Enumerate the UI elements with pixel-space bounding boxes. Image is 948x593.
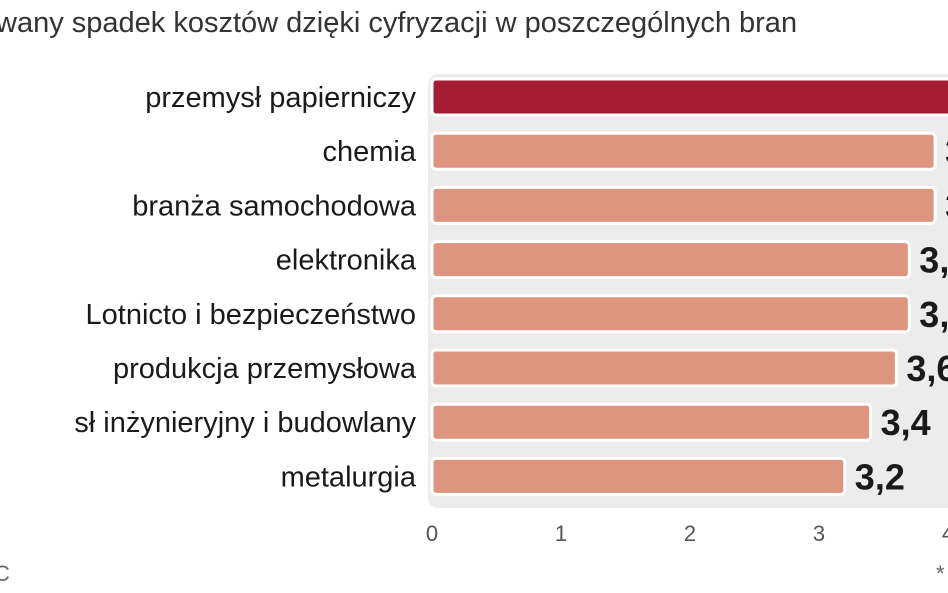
bar bbox=[430, 402, 873, 442]
category-label: Lotnicto i bezpieczeństwo bbox=[86, 299, 416, 331]
value-label: 3 bbox=[945, 131, 948, 172]
value-label: 3 bbox=[945, 185, 948, 226]
bar bbox=[430, 77, 948, 117]
bar bbox=[430, 185, 937, 225]
value-label: 3, bbox=[919, 240, 948, 281]
bar bbox=[430, 456, 847, 496]
category-label: sł inżynieryjny i budowlany bbox=[74, 407, 416, 439]
value-label: 3,4 bbox=[881, 402, 931, 443]
value-label: 3, bbox=[919, 294, 948, 335]
category-label: metalurgia bbox=[281, 461, 417, 493]
category-label: produkcja przemysłowa bbox=[113, 353, 417, 385]
bar bbox=[430, 131, 937, 171]
chart-title: wany spadek kosztów dzięki cyfryzacji w … bbox=[0, 7, 798, 39]
category-label: przemysł papierniczy bbox=[145, 82, 416, 114]
bar bbox=[430, 348, 898, 388]
category-label: elektronika bbox=[276, 245, 417, 277]
value-label: 3,2 bbox=[855, 456, 905, 497]
x-tick-label: 2 bbox=[684, 521, 696, 546]
source-note: C bbox=[0, 561, 10, 586]
category-label: branża samochodowa bbox=[132, 190, 417, 222]
x-tick-label: 4 bbox=[942, 521, 948, 546]
bar bbox=[430, 294, 911, 334]
x-tick-label: 3 bbox=[813, 521, 825, 546]
category-label: chemia bbox=[323, 136, 417, 168]
x-tick-label: 1 bbox=[555, 521, 567, 546]
x-tick-label: 0 bbox=[426, 521, 438, 546]
footnote-marker: * bbox=[936, 561, 945, 586]
value-label: 3,6 bbox=[906, 348, 948, 389]
bar bbox=[430, 240, 911, 280]
